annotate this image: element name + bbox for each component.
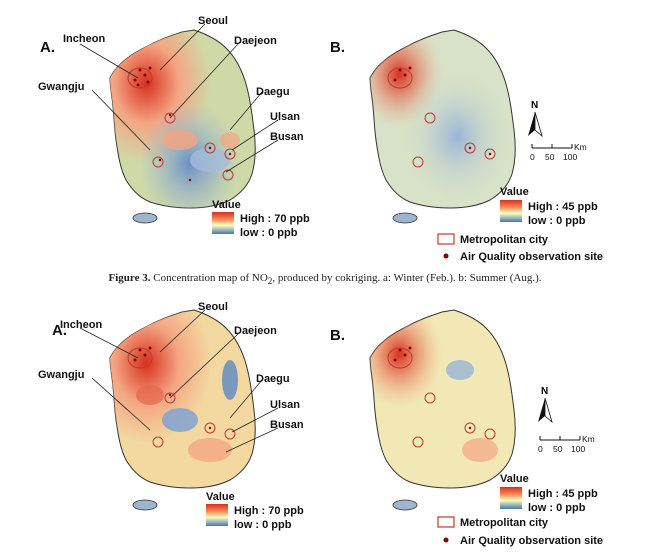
scale-bar-bottom xyxy=(539,436,581,441)
caption-text-1: Concentration map of NO xyxy=(150,272,268,284)
legend-color-ramp xyxy=(500,487,522,509)
north-arrow-icon: N xyxy=(528,100,543,138)
panel-label-b-top: B. xyxy=(330,39,345,56)
legend-value-title: Value xyxy=(206,491,235,503)
metro-city-swatch xyxy=(437,233,455,245)
caption-label: Figure 3. xyxy=(108,272,151,284)
label-daejeon-top: Daejeon xyxy=(234,35,277,47)
legend-value-title: Value xyxy=(212,199,241,211)
leader-lines-top xyxy=(79,23,279,173)
label-seoul-top: Seoul xyxy=(198,15,228,27)
map-bottom-a xyxy=(109,309,256,511)
legend-value-bottom-right: Value High : 45 ppb low : 0 ppb Metropol… xyxy=(437,473,603,547)
label-ulsan-top: Ulsan xyxy=(270,111,300,123)
scale-50: 50 xyxy=(545,152,555,162)
legend-high: High : 70 ppb xyxy=(240,213,310,225)
map-top-b xyxy=(369,29,516,224)
scale-bar-top xyxy=(531,144,573,149)
legend-low: low : 0 ppb xyxy=(234,519,292,531)
legend-site: Air Quality observation site xyxy=(460,251,603,263)
label-gwangju-top: Gwangju xyxy=(38,81,84,93)
map-bottom-b xyxy=(369,309,516,511)
scale-100: 100 xyxy=(571,444,585,454)
legend-low: low : 0 ppb xyxy=(528,215,586,227)
legend-metro: Metropolitan city xyxy=(460,234,549,246)
label-seoul-bottom: Seoul xyxy=(198,301,228,313)
panel-label-a-bottom: A. xyxy=(52,322,67,339)
figure-caption: Figure 3. Concentration map of NO2, prod… xyxy=(0,272,650,286)
svg-text:N: N xyxy=(541,386,548,397)
scale-0: 0 xyxy=(530,152,535,162)
legend-value-top-right: Value High : 45 ppb low : 0 ppb Metropol… xyxy=(437,186,603,263)
label-daegu-top: Daegu xyxy=(256,86,290,98)
label-daegu-bottom: Daegu xyxy=(256,373,290,385)
label-daejeon-bottom: Daejeon xyxy=(234,325,277,337)
north-arrow-icon: N xyxy=(538,386,553,424)
scale-km: Km xyxy=(582,434,595,444)
legend-value-top-left: Value High : 70 ppb low : 0 ppb xyxy=(212,199,310,239)
obs-site-swatch xyxy=(443,537,449,543)
scale-100: 100 xyxy=(563,152,577,162)
legend-high: High : 45 ppb xyxy=(528,201,598,213)
panel-label-b-bottom: B. xyxy=(330,327,345,344)
caption-subscript: 2 xyxy=(267,276,273,287)
scale-0: 0 xyxy=(538,444,543,454)
legend-high: High : 45 ppb xyxy=(528,488,598,500)
legend-color-ramp xyxy=(206,504,228,526)
legend-site: Air Quality observation site xyxy=(460,535,603,547)
label-busan-bottom: Busan xyxy=(270,419,304,431)
svg-text:N: N xyxy=(531,100,538,111)
legend-value-bottom-left: Value High : 70 ppb low : 0 ppb xyxy=(206,491,304,531)
panel-label-a-top: A. xyxy=(40,39,55,56)
label-incheon-bottom: Incheon xyxy=(60,319,102,331)
legend-low: low : 0 ppb xyxy=(240,227,298,239)
label-busan-top: Busan xyxy=(270,131,304,143)
label-ulsan-bottom: Ulsan xyxy=(270,399,300,411)
legend-color-ramp xyxy=(212,212,234,234)
legend-metro: Metropolitan city xyxy=(460,517,549,529)
legend-value-title: Value xyxy=(500,473,529,485)
legend-low: low : 0 ppb xyxy=(528,502,586,514)
leader-lines-bottom xyxy=(79,309,279,453)
scale-50: 50 xyxy=(553,444,563,454)
legend-color-ramp xyxy=(500,200,522,222)
map-top-a xyxy=(109,29,256,224)
scale-km: Km xyxy=(574,142,587,152)
caption-text-2: , produced by cokriging. a: Winter (Feb.… xyxy=(272,272,542,284)
legend-value-title: Value xyxy=(500,186,529,198)
legend-high: High : 70 ppb xyxy=(234,505,304,517)
label-incheon-top: Incheon xyxy=(63,33,105,45)
label-gwangju-bottom: Gwangju xyxy=(38,369,84,381)
obs-site-swatch xyxy=(443,253,449,259)
metro-city-swatch xyxy=(437,516,455,528)
